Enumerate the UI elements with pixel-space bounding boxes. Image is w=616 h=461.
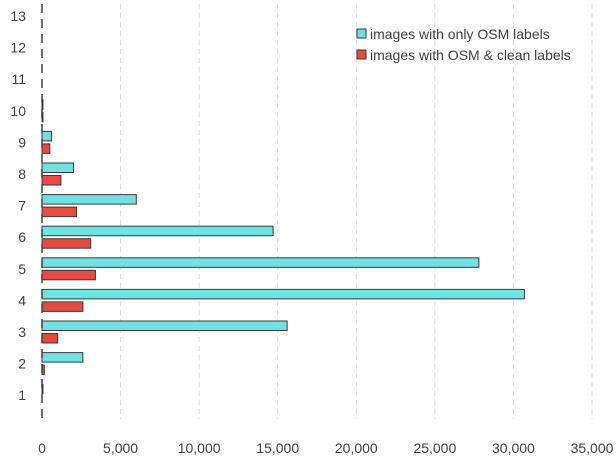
bar-series-2-4 — [41, 301, 84, 312]
bars — [41, 99, 525, 395]
y-tick-label: 7 — [18, 198, 26, 214]
bar-series-1-7 — [41, 194, 137, 205]
x-axis-tick-labels: 0 5,000 10,000 15,000 20,000 25,000 30,000 35,0… — [38, 440, 614, 456]
x-tick-label: 30,000 — [492, 440, 535, 456]
x-tick-label: 0 — [38, 440, 46, 456]
y-tick-label: 10 — [10, 103, 26, 119]
x-tick-label: 15,000 — [256, 440, 299, 456]
x-tick-label: 5,000 — [103, 440, 138, 456]
legend-swatch-series-2 — [356, 49, 367, 60]
legend-swatch-series-1 — [356, 28, 367, 39]
bar-series-1-4 — [41, 288, 525, 300]
bar-series-2-9 — [41, 143, 51, 154]
x-tick-label: 20,000 — [335, 440, 378, 456]
y-tick-label: 13 — [10, 8, 26, 24]
y-tick-label: 5 — [18, 261, 26, 277]
y-tick-label: 3 — [18, 324, 26, 340]
y-tick-label: 11 — [11, 71, 26, 87]
bar-series-2-7 — [41, 206, 78, 218]
x-tick-label: 25,000 — [413, 440, 456, 456]
bar-series-2-5 — [41, 269, 96, 281]
bar-series-1-5 — [41, 257, 480, 268]
bar-series-1-3 — [41, 320, 288, 331]
bar-series-2-6 — [41, 238, 92, 249]
legend-label-series-1: images with only OSM labels — [370, 26, 550, 42]
bar-series-1-9 — [41, 130, 52, 142]
grid-lines — [120, 4, 593, 419]
x-tick-label: 35,000 — [571, 440, 614, 456]
y-tick-label: 2 — [18, 356, 26, 372]
y-tick-label: 9 — [18, 134, 26, 150]
y-tick-label: 8 — [18, 166, 26, 182]
bar-series-1-2 — [41, 352, 84, 363]
legend-label-series-2: images with OSM & clean labels — [370, 47, 571, 63]
y-tick-label: 6 — [18, 229, 26, 245]
bar-series-2-3 — [41, 333, 59, 344]
y-tick-label: 4 — [18, 292, 26, 308]
y-tick-label: 12 — [10, 40, 26, 56]
bar-series-1-6 — [41, 225, 274, 237]
legend: images with only OSM labels images with … — [356, 26, 571, 63]
bar-series-2-8 — [41, 175, 62, 186]
bar-series-1-8 — [41, 162, 74, 173]
y-tick-label: 1 — [18, 387, 26, 403]
x-tick-label: 10,000 — [178, 440, 221, 456]
